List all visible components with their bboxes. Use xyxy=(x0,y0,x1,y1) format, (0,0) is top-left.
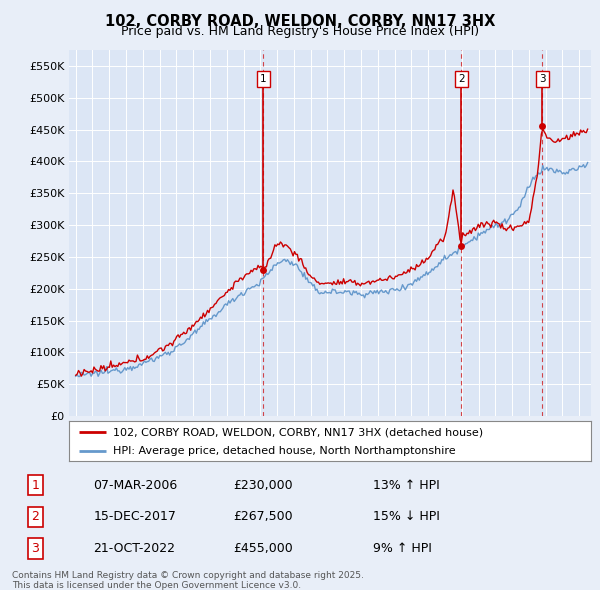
Text: £267,500: £267,500 xyxy=(233,510,293,523)
Text: Price paid vs. HM Land Registry's House Price Index (HPI): Price paid vs. HM Land Registry's House … xyxy=(121,25,479,38)
Text: 13% ↑ HPI: 13% ↑ HPI xyxy=(373,478,440,491)
Text: 9% ↑ HPI: 9% ↑ HPI xyxy=(373,542,432,555)
Text: 07-MAR-2006: 07-MAR-2006 xyxy=(94,478,178,491)
Text: 15% ↓ HPI: 15% ↓ HPI xyxy=(373,510,440,523)
Text: 3: 3 xyxy=(539,74,545,84)
Text: £455,000: £455,000 xyxy=(233,542,293,555)
Text: HPI: Average price, detached house, North Northamptonshire: HPI: Average price, detached house, Nort… xyxy=(113,446,456,456)
Text: Contains HM Land Registry data © Crown copyright and database right 2025.
This d: Contains HM Land Registry data © Crown c… xyxy=(12,571,364,590)
Text: 102, CORBY ROAD, WELDON, CORBY, NN17 3HX (detached house): 102, CORBY ROAD, WELDON, CORBY, NN17 3HX… xyxy=(113,428,484,438)
Text: 3: 3 xyxy=(31,542,39,555)
Text: 1: 1 xyxy=(31,478,39,491)
Text: 2: 2 xyxy=(31,510,39,523)
Text: £230,000: £230,000 xyxy=(233,478,293,491)
Text: 102, CORBY ROAD, WELDON, CORBY, NN17 3HX: 102, CORBY ROAD, WELDON, CORBY, NN17 3HX xyxy=(105,14,495,28)
Text: 1: 1 xyxy=(260,74,266,84)
Text: 21-OCT-2022: 21-OCT-2022 xyxy=(94,542,175,555)
Text: 2: 2 xyxy=(458,74,464,84)
Text: 15-DEC-2017: 15-DEC-2017 xyxy=(94,510,176,523)
